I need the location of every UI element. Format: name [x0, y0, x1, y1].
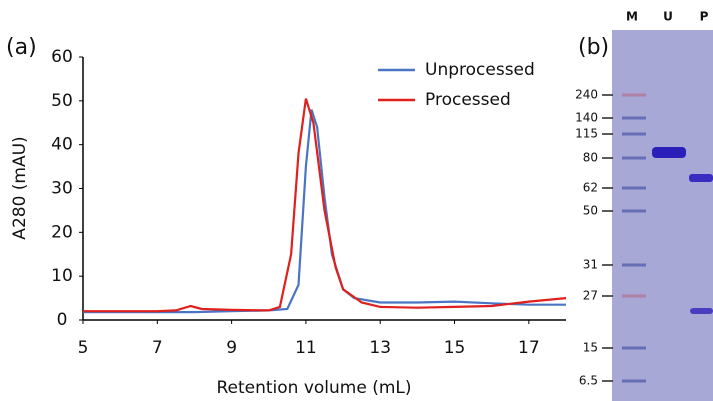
y-tick-label: 30 [51, 179, 73, 199]
marker-label: 15 [583, 341, 598, 355]
y-tick-label: 60 [51, 47, 73, 67]
y-tick-label: 50 [51, 91, 73, 111]
marker-band [622, 294, 646, 298]
marker-band [622, 156, 646, 160]
series-line [83, 109, 566, 314]
marker-label: 80 [583, 151, 598, 165]
marker-band [622, 346, 646, 350]
legend-label: Unprocessed [425, 60, 535, 80]
panel-label: (a) [6, 35, 37, 60]
x-tick-label: 9 [226, 338, 237, 358]
x-tick-label: 5 [78, 338, 89, 358]
marker-band [622, 116, 646, 120]
x-tick-label: 15 [444, 338, 466, 358]
x-tick-label: 13 [369, 338, 391, 358]
series-line [83, 98, 567, 313]
marker-band [622, 379, 646, 383]
panel-label: (b) [578, 35, 609, 60]
x-tick-label: 17 [518, 338, 540, 358]
marker-band [622, 186, 646, 190]
x-tick-label: 11 [295, 338, 317, 358]
y-axis-label: A280 (mAU) [10, 136, 30, 239]
marker-label: 62 [583, 181, 598, 195]
marker-label: 50 [583, 204, 598, 218]
marker-label: 140 [575, 111, 598, 125]
marker-band [622, 93, 646, 97]
y-tick-label: 0 [57, 310, 68, 330]
marker-label: 6.5 [579, 374, 598, 388]
marker-label: 31 [583, 258, 598, 272]
y-tick-label: 10 [51, 266, 73, 286]
marker-label: 27 [583, 289, 598, 303]
gel-image [612, 30, 713, 401]
y-tick-label: 40 [51, 135, 73, 155]
y-tick-label: 20 [51, 222, 73, 242]
marker-label: 240 [575, 88, 598, 102]
x-tick-label: 7 [152, 338, 163, 358]
legend-label: Processed [425, 90, 511, 110]
protein-band [690, 308, 713, 314]
protein-band [689, 174, 713, 182]
lane-label: M [626, 10, 638, 24]
marker-band [622, 209, 646, 213]
marker-band [622, 132, 646, 136]
lane-label: P [700, 10, 709, 24]
lane-label: U [663, 10, 673, 24]
x-axis-label: Retention volume (mL) [216, 378, 411, 398]
marker-band [622, 263, 646, 267]
protein-band [652, 147, 686, 158]
marker-label: 115 [575, 127, 598, 141]
